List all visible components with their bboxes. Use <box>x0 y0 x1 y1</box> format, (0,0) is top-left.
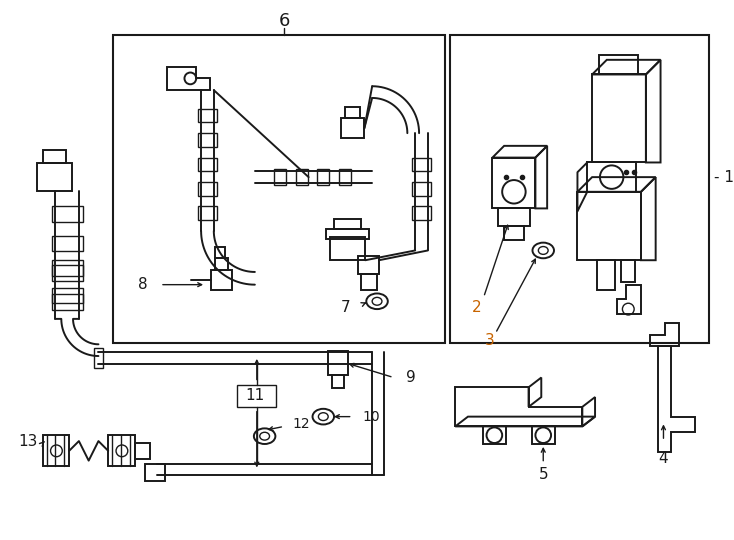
Bar <box>531 427 555 444</box>
Bar <box>211 270 233 289</box>
Bar <box>341 118 364 138</box>
Bar <box>597 260 614 289</box>
Bar <box>198 182 217 195</box>
Bar <box>493 158 535 208</box>
Text: 9: 9 <box>407 370 416 385</box>
Bar <box>43 150 66 164</box>
Bar <box>498 208 529 226</box>
Bar <box>504 226 523 240</box>
Bar <box>413 158 431 171</box>
Bar <box>237 386 277 407</box>
Text: 3: 3 <box>484 333 494 348</box>
Bar <box>622 260 635 282</box>
Bar <box>215 258 228 270</box>
Bar <box>334 219 361 229</box>
Bar <box>296 170 308 185</box>
Text: 11: 11 <box>245 388 264 403</box>
Text: 12: 12 <box>292 417 310 431</box>
Bar <box>578 192 641 260</box>
Text: - 1: - 1 <box>714 170 734 185</box>
Bar <box>483 427 506 444</box>
Bar <box>317 170 329 185</box>
Bar <box>592 75 646 163</box>
Bar <box>339 170 351 185</box>
Bar <box>198 206 217 220</box>
Bar <box>332 375 344 388</box>
Bar <box>587 163 636 192</box>
Bar <box>93 348 103 368</box>
Bar <box>51 294 83 310</box>
Text: 7: 7 <box>341 300 351 315</box>
Bar <box>328 351 348 375</box>
Text: 5: 5 <box>539 468 548 482</box>
Bar <box>330 237 366 260</box>
Bar <box>145 463 165 481</box>
Bar <box>51 288 83 303</box>
Bar <box>451 36 710 343</box>
Bar <box>198 133 217 147</box>
Bar <box>113 36 446 343</box>
Text: 8: 8 <box>138 277 148 292</box>
Text: 6: 6 <box>278 12 290 30</box>
Bar <box>357 256 379 274</box>
Bar <box>134 443 150 458</box>
Bar <box>275 170 286 185</box>
Text: 10: 10 <box>363 410 380 424</box>
Bar <box>51 236 83 252</box>
Bar <box>345 107 360 118</box>
Bar <box>51 265 83 281</box>
Bar <box>215 247 225 258</box>
Bar <box>51 260 83 276</box>
Bar <box>37 164 72 191</box>
Text: 2: 2 <box>472 300 482 315</box>
Bar <box>413 182 431 195</box>
Bar <box>413 206 431 220</box>
Bar <box>361 274 377 289</box>
Bar <box>599 55 638 75</box>
Text: 4: 4 <box>658 451 668 466</box>
Bar <box>198 109 217 123</box>
Bar <box>198 158 217 171</box>
Bar <box>51 206 83 222</box>
Bar <box>326 229 369 239</box>
Text: 13: 13 <box>18 434 38 449</box>
